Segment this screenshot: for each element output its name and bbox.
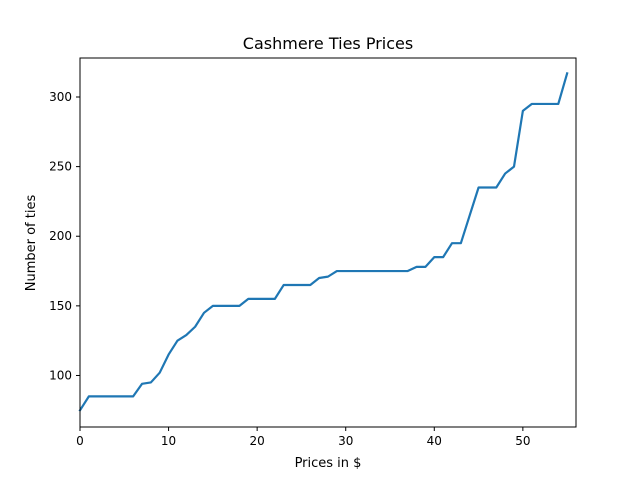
y-tick-label: 150: [49, 299, 72, 313]
plot-frame: [79, 57, 577, 428]
x-tick-label: 30: [338, 434, 353, 448]
x-tick-label: 10: [161, 434, 176, 448]
chart-title: Cashmere Ties Prices: [243, 34, 413, 53]
y-tick-label: 300: [49, 90, 72, 104]
y-tick-label: 100: [49, 368, 72, 382]
x-tick-label: 50: [515, 434, 530, 448]
x-tick-label: 40: [427, 434, 442, 448]
x-tick-label: 20: [250, 434, 265, 448]
plot-area: [78, 71, 569, 412]
y-tick-label: 250: [49, 160, 72, 174]
y-axis-label: Number of ties: [24, 195, 39, 292]
x-tick-label: 0: [76, 434, 84, 448]
axis-ticks: 0 10 20 30 40 50 100 150 200 250 300: [49, 90, 530, 448]
series-line: [78, 71, 569, 412]
x-axis-label: Prices in $: [295, 456, 362, 471]
y-tick-label: 200: [49, 229, 72, 243]
